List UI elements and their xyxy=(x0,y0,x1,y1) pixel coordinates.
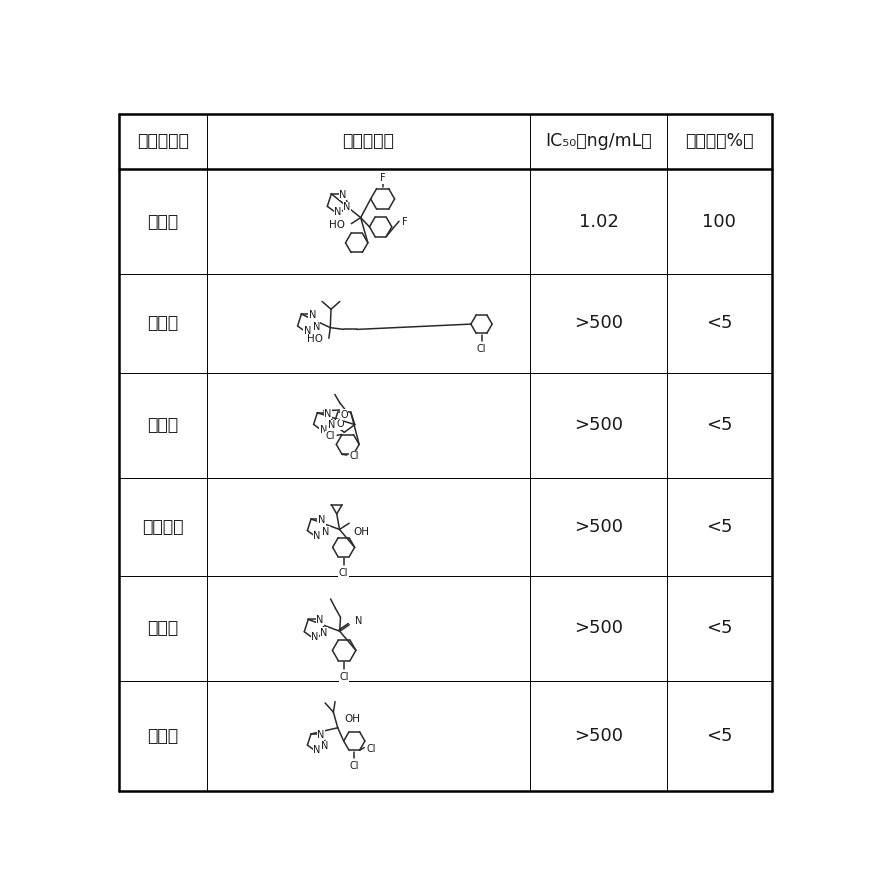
Text: N: N xyxy=(320,628,327,638)
Text: <5: <5 xyxy=(706,416,732,434)
Text: 戊唑醇: 戊唑醇 xyxy=(147,314,178,332)
Text: <5: <5 xyxy=(706,518,732,536)
Text: Cl: Cl xyxy=(349,761,359,771)
Text: N: N xyxy=(324,409,331,418)
Text: Cl: Cl xyxy=(366,744,375,754)
Text: 化合物名称: 化合物名称 xyxy=(136,133,189,151)
Text: Cl: Cl xyxy=(348,451,358,461)
Text: <5: <5 xyxy=(706,727,732,745)
Text: 1.02: 1.02 xyxy=(578,212,618,231)
Text: O: O xyxy=(340,409,348,419)
Text: N: N xyxy=(315,616,323,625)
Text: HO: HO xyxy=(307,334,323,344)
Text: N: N xyxy=(320,425,327,435)
Text: N: N xyxy=(312,322,320,332)
Text: N: N xyxy=(308,310,315,320)
Text: OH: OH xyxy=(344,714,360,724)
Text: OH: OH xyxy=(353,527,368,537)
Text: N: N xyxy=(355,616,362,626)
Text: F: F xyxy=(380,174,385,184)
Text: 环丙唑醇: 环丙唑醇 xyxy=(142,518,183,536)
Text: IC₅₀（ng/mL）: IC₅₀（ng/mL） xyxy=(545,133,651,151)
Text: Cl: Cl xyxy=(325,431,335,441)
Text: N: N xyxy=(313,745,320,755)
Text: 100: 100 xyxy=(701,212,735,231)
Text: N: N xyxy=(313,530,321,540)
Text: N: N xyxy=(322,527,328,537)
Text: <5: <5 xyxy=(706,619,732,637)
Text: Cl: Cl xyxy=(476,344,486,354)
Text: 交叉率（%）: 交叉率（%） xyxy=(684,133,753,151)
Text: >500: >500 xyxy=(574,314,622,332)
Text: F: F xyxy=(401,217,408,228)
Text: N: N xyxy=(343,202,350,212)
Text: N: N xyxy=(317,730,324,740)
Text: <5: <5 xyxy=(706,314,732,332)
Text: N: N xyxy=(311,633,318,642)
Text: 丙环唑: 丙环唑 xyxy=(147,416,178,434)
Text: N: N xyxy=(303,326,311,336)
Text: N: N xyxy=(317,515,325,525)
Text: 化合物结构: 化合物结构 xyxy=(342,133,394,151)
Text: Cl: Cl xyxy=(339,672,348,682)
Text: HO: HO xyxy=(328,220,345,229)
Text: 粉唑醇: 粉唑醇 xyxy=(147,212,178,231)
Text: 烯唑醇: 烯唑醇 xyxy=(147,727,178,745)
Text: Cl: Cl xyxy=(339,567,348,578)
Text: N: N xyxy=(334,207,342,217)
Text: N: N xyxy=(328,420,335,430)
Text: >500: >500 xyxy=(574,619,622,637)
Text: >500: >500 xyxy=(574,727,622,745)
Text: 腈苯唑: 腈苯唑 xyxy=(147,619,178,637)
Text: >500: >500 xyxy=(574,416,622,434)
Text: >500: >500 xyxy=(574,518,622,536)
Text: N: N xyxy=(321,741,328,751)
Text: O: O xyxy=(335,419,343,429)
Text: N: N xyxy=(339,190,346,200)
